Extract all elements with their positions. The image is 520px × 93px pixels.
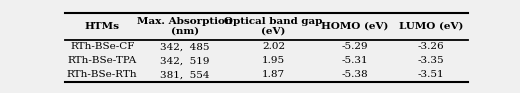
Text: -3.26: -3.26	[418, 42, 444, 51]
Text: -5.29: -5.29	[342, 42, 369, 51]
Text: -3.51: -3.51	[418, 70, 444, 79]
Text: -5.31: -5.31	[342, 56, 369, 65]
Text: 342,  485: 342, 485	[160, 42, 210, 51]
Text: -3.35: -3.35	[418, 56, 444, 65]
Text: 1.87: 1.87	[262, 70, 285, 79]
Text: Max. Absorption
(nm): Max. Absorption (nm)	[137, 17, 232, 36]
Text: LUMO (eV): LUMO (eV)	[398, 22, 463, 31]
Text: RTh-BSe-CF: RTh-BSe-CF	[70, 42, 135, 51]
Text: HOMO (eV): HOMO (eV)	[321, 22, 389, 31]
Text: RTh-BSe-RTh: RTh-BSe-RTh	[67, 70, 138, 79]
Text: Optical band gap
(eV): Optical band gap (eV)	[224, 17, 323, 36]
Text: RTh-BSe-TPA: RTh-BSe-TPA	[68, 56, 137, 65]
Text: 381,  554: 381, 554	[160, 70, 210, 79]
Text: 1.95: 1.95	[262, 56, 285, 65]
Text: -5.38: -5.38	[342, 70, 369, 79]
Text: 2.02: 2.02	[262, 42, 285, 51]
Text: 342,  519: 342, 519	[160, 56, 210, 65]
Text: HTMs: HTMs	[85, 22, 120, 31]
